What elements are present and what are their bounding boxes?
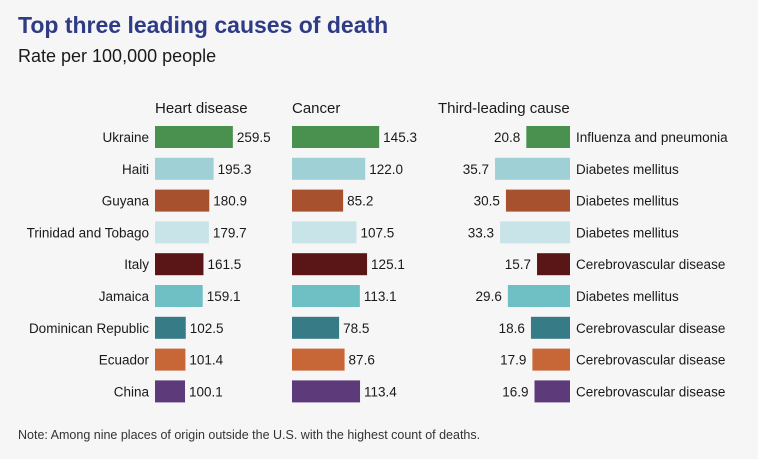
- third-cause-bar: [526, 126, 570, 148]
- cancer-value: 78.5: [343, 321, 369, 336]
- category-label: China: [114, 384, 150, 399]
- heart-disease-value: 180.9: [213, 194, 247, 209]
- third-cause-label: Cerebrovascular disease: [576, 384, 725, 399]
- heart-disease-value: 259.5: [237, 130, 271, 145]
- cancer-bar: [292, 253, 368, 276]
- third-cause-value: 15.7: [505, 257, 531, 272]
- heart-disease-bar: [155, 380, 186, 403]
- third-cause-value: 16.9: [502, 384, 528, 399]
- category-label: Ukraine: [102, 130, 149, 145]
- heart-disease-bar: [155, 348, 186, 371]
- cancer-value: 125.1: [371, 257, 405, 272]
- third-cause-value: 17.9: [500, 353, 526, 368]
- cancer-value: 113.4: [364, 384, 397, 399]
- panel-header-2: Third-leading cause: [438, 100, 570, 117]
- third-cause-label: Diabetes mellitus: [576, 225, 679, 240]
- heart-disease-bar: [155, 221, 209, 244]
- third-cause-label: Diabetes mellitus: [576, 289, 679, 304]
- heart-disease-value: 161.5: [207, 257, 241, 272]
- heart-disease-bar: [155, 253, 204, 276]
- third-cause-label: Cerebrovascular disease: [576, 321, 725, 336]
- cancer-bar: [292, 221, 357, 244]
- third-cause-bar: [532, 348, 570, 371]
- heart-disease-value: 159.1: [207, 289, 241, 304]
- chart-title: Top three leading causes of death: [18, 12, 389, 38]
- third-cause-value: 20.8: [494, 130, 520, 145]
- third-cause-bar: [507, 285, 570, 307]
- cancer-bar: [292, 285, 360, 307]
- third-cause-bar: [505, 189, 570, 212]
- third-cause-label: Influenza and pneumonia: [576, 130, 728, 145]
- third-cause-label: Diabetes mellitus: [576, 162, 679, 177]
- cancer-value: 145.3: [383, 130, 417, 145]
- heart-disease-value: 100.1: [189, 384, 223, 399]
- category-label: Guyana: [102, 194, 150, 209]
- third-cause-value: 33.3: [468, 225, 494, 240]
- cancer-bar: [292, 126, 380, 148]
- third-cause-label: Cerebrovascular disease: [576, 257, 725, 272]
- heart-disease-value: 179.7: [213, 225, 247, 240]
- category-label: Jamaica: [99, 289, 150, 304]
- category-label: Trinidad and Tobago: [27, 225, 149, 240]
- third-cause-label: Cerebrovascular disease: [576, 353, 725, 368]
- third-cause-bar: [500, 221, 570, 244]
- heart-disease-value: 102.5: [190, 321, 224, 336]
- cancer-value: 113.1: [364, 289, 397, 304]
- cancer-bar: [292, 189, 344, 212]
- third-cause-bar: [534, 380, 570, 403]
- chart-subtitle: Rate per 100,000 people: [18, 46, 217, 66]
- heart-disease-bar: [155, 189, 210, 212]
- category-label: Dominican Republic: [29, 321, 149, 336]
- cancer-bar: [292, 316, 340, 339]
- third-cause-value: 30.5: [474, 194, 500, 209]
- heart-disease-value: 101.4: [189, 353, 223, 368]
- third-cause-label: Diabetes mellitus: [576, 194, 679, 209]
- heart-disease-value: 195.3: [218, 162, 252, 177]
- cancer-value: 85.2: [347, 194, 373, 209]
- cancer-value: 87.6: [349, 353, 375, 368]
- cancer-bar: [292, 348, 345, 371]
- heart-disease-bar: [155, 285, 203, 307]
- panel-header-0: Heart disease: [155, 100, 248, 117]
- third-cause-bar: [530, 316, 570, 339]
- heart-disease-bar: [155, 316, 186, 339]
- heart-disease-bar: [155, 126, 233, 148]
- third-cause-bar: [537, 253, 570, 276]
- third-cause-value: 35.7: [463, 162, 489, 177]
- cancer-value: 122.0: [369, 162, 403, 177]
- category-label: Italy: [124, 257, 149, 272]
- panel-header-1: Cancer: [292, 100, 340, 117]
- chart-note: Note: Among nine places of origin outsid…: [18, 428, 481, 442]
- third-cause-value: 18.6: [499, 321, 525, 336]
- cancer-value: 107.5: [361, 225, 395, 240]
- cancer-bar: [292, 157, 366, 180]
- cancer-bar: [292, 380, 361, 403]
- category-label: Ecuador: [99, 353, 150, 368]
- third-cause-value: 29.6: [476, 289, 502, 304]
- heart-disease-bar: [155, 157, 214, 180]
- category-label: Haiti: [122, 162, 149, 177]
- third-cause-bar: [495, 157, 570, 180]
